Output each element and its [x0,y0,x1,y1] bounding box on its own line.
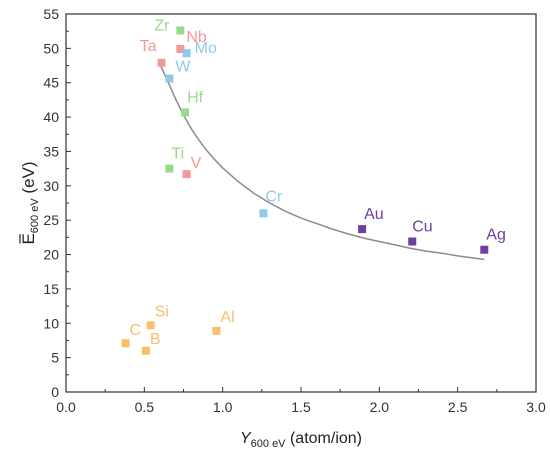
y-tick-label: 30 [43,178,59,194]
x-tick-label: 1.5 [291,399,311,415]
point-label-nb: Nb [186,29,207,46]
x-tick-label: 0.5 [135,399,155,415]
y-tick-label: 55 [43,6,59,22]
data-point-w [165,74,174,83]
point-label-ta: Ta [140,38,157,55]
y-axis-title-main: E [19,233,38,244]
x-axis-title: Y600 eV (atom/ion) [240,430,362,450]
x-axis-ticks: 0.0 0.5 1.0 1.5 2.0 2.5 3.0 [56,387,546,415]
point-label-ag: Ag [486,227,506,244]
point-label-al: Al [220,309,234,326]
y-tick-label: 20 [43,247,59,263]
point-label-cr: Cr [265,188,283,205]
data-point-ti [165,164,174,173]
y-tick-label: 35 [43,143,59,159]
data-point-nb [176,45,185,54]
point-label-b: B [150,331,161,348]
x-axis-title-unit: (atom/ion) [286,430,362,447]
data-point-c [121,339,130,348]
point-label-c: C [130,322,142,339]
data-point-si [146,321,155,330]
data-point-cr [259,209,268,218]
y-tick-label: 25 [43,212,59,228]
y-axis-title-sub: 600 eV [29,198,41,234]
y-axis-title: E600 eV (eV) [19,161,41,244]
point-label-mo: Mo [195,40,217,57]
data-point-v [182,170,191,179]
data-point-mo [182,49,191,58]
y-axis-ticks: 0 5 10 15 20 25 30 35 40 45 50 55 [43,6,71,400]
x-axis-title-sub: 600 eV [251,438,287,450]
point-label-ti: Ti [171,146,184,163]
data-points-layer [121,26,489,355]
fit-curve-layer [159,63,485,261]
point-label-si: Si [155,303,169,320]
point-label-v: V [191,155,202,172]
x-tick-label: 1.0 [213,399,233,415]
x-tick-label: 0.0 [56,399,76,415]
x-tick-label: 2.0 [370,399,390,415]
data-point-zr [176,26,185,35]
y-tick-label: 50 [43,40,59,56]
data-point-au [358,225,367,234]
point-label-w: W [175,59,191,76]
data-point-al [212,326,221,335]
point-labels-layer: Zr Nb Ta MoW Hf Ti V Cr Au Cu Ag Si Al CB [130,17,506,347]
point-label-zr: Zr [154,17,170,34]
y-tick-label: 45 [43,75,59,91]
y-tick-label: 5 [51,350,59,366]
y-tick-label: 10 [43,315,59,331]
x-axis-title-main: Y [240,430,252,447]
data-point-ta [157,58,166,67]
fit-curve-line [159,63,485,261]
x-tick-label: 3.0 [526,399,546,415]
y-tick-label: 15 [43,281,59,297]
y-axis-title-unit: (eV) [19,161,38,198]
y-tick-label: 0 [51,384,59,400]
point-label-hf: Hf [187,89,204,106]
data-point-cu [408,237,417,246]
point-label-cu: Cu [412,218,432,235]
y-tick-label: 40 [43,109,59,125]
point-label-au: Au [364,206,384,223]
data-point-b [141,346,150,355]
x-tick-label: 2.5 [448,399,468,415]
data-point-hf [181,108,190,117]
y-axis-title-group: E600 eV (eV) [19,161,41,244]
data-point-ag [480,245,489,254]
